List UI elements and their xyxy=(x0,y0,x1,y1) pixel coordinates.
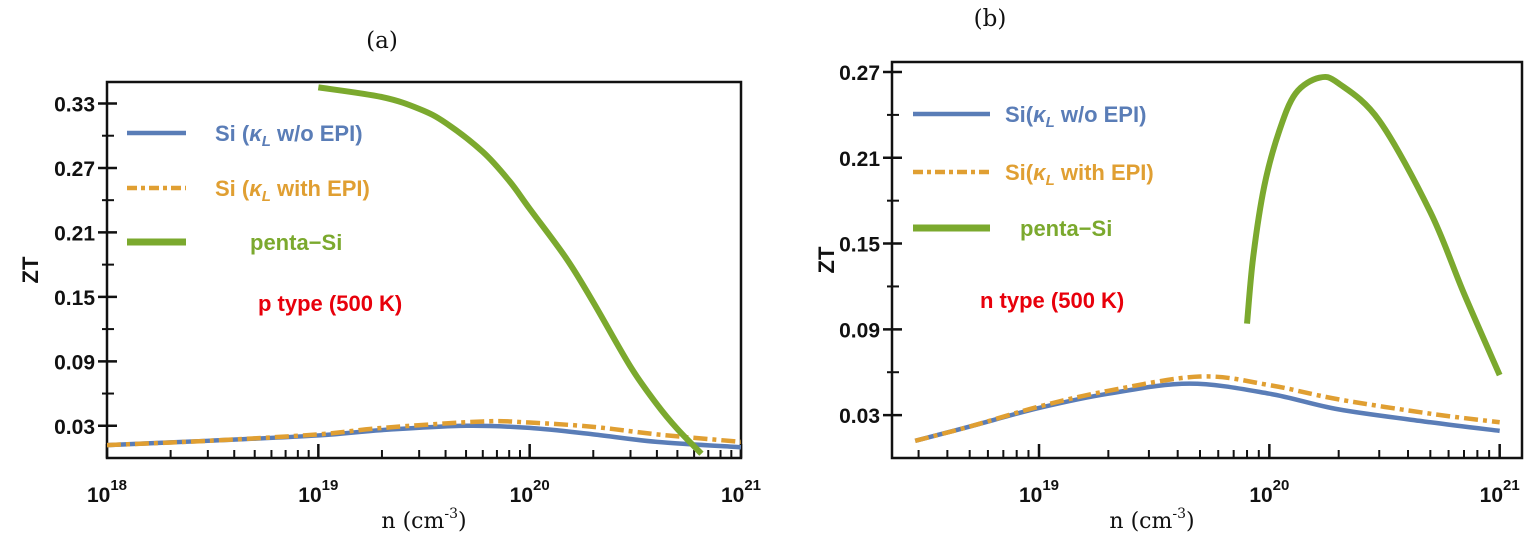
panel-title: (b) xyxy=(974,6,1007,32)
x-tick-label: 1020 xyxy=(1249,477,1289,507)
series-line-si-with-epi xyxy=(107,418,741,448)
legend-label: penta−Si xyxy=(1020,216,1112,241)
y-tick-label: 0.03 xyxy=(54,416,95,439)
y-tick-label: 0.15 xyxy=(839,234,880,257)
legend-label: Si(κL w/o EPI) xyxy=(1005,102,1146,131)
legend-label: Si (κL w/o EPI) xyxy=(215,121,363,150)
panel-b: (b) 0.03 0.09 0.15 0.21 0.27 1019 1020 1021 n (cm… xyxy=(814,6,1524,534)
y-tick-label: 0.15 xyxy=(54,287,95,310)
series-line-si-with-epi xyxy=(914,374,1500,444)
x-tick-label: 1018 xyxy=(87,477,127,507)
y-tick-label: 0.09 xyxy=(54,351,95,374)
annotation-label: p type (500 K) xyxy=(258,291,402,316)
plot-frame xyxy=(890,60,1524,460)
panel-title: (a) xyxy=(366,28,398,54)
y-tick-label: 0.21 xyxy=(54,222,95,245)
series-line-penta-si xyxy=(317,84,704,456)
y-axis-label: ZT xyxy=(18,256,43,283)
legend-label: Si(κL with EPI) xyxy=(1005,160,1154,189)
legend-label: Si (κL with EPI) xyxy=(215,176,370,205)
x-axis-label: n (cm-3) xyxy=(1109,506,1194,534)
plot-frame xyxy=(105,80,743,460)
x-tick-label: 1021 xyxy=(721,477,761,507)
legend-label: penta−Si xyxy=(250,230,342,255)
x-tick-label: 1021 xyxy=(1480,477,1520,507)
series-line-si-wo-epi xyxy=(107,423,741,450)
y-tick-label: 0.03 xyxy=(839,405,880,428)
y-tick-label: 0.27 xyxy=(54,158,95,181)
y-tick-label: 0.21 xyxy=(839,148,880,171)
panel-a: (a) 0.03 0.09 0.15 0.21 0.27 0.33 1018 1019 1020 1… xyxy=(18,28,761,534)
y-tick-label: 0.09 xyxy=(839,319,880,342)
x-tick-label: 1019 xyxy=(1019,477,1059,507)
x-tick-label: 1019 xyxy=(298,477,338,507)
y-axis-label: ZT xyxy=(814,246,839,273)
y-tick-label: 0.33 xyxy=(54,93,95,116)
annotation-label: n type (500 K) xyxy=(980,288,1124,313)
x-tick-label: 1020 xyxy=(510,477,550,507)
series-line-penta-si xyxy=(1244,73,1503,377)
x-axis-label: n (cm-3) xyxy=(381,506,466,534)
y-tick-label: 0.27 xyxy=(839,62,880,85)
